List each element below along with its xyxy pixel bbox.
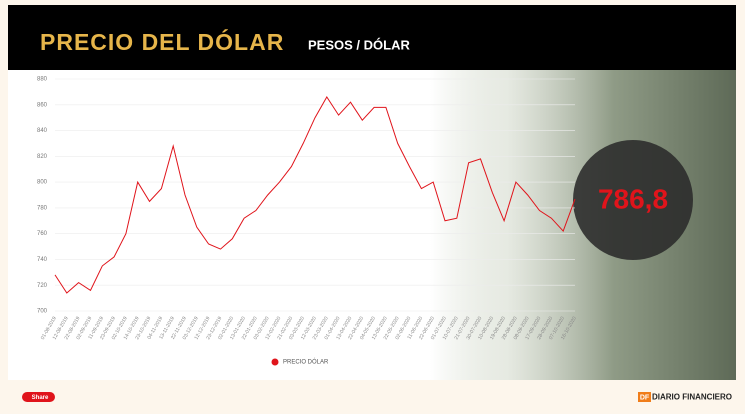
y-tick-label: 760: [37, 231, 48, 237]
line: [54, 96, 576, 294]
value-label: 786,8: [598, 183, 668, 214]
legend-label: PRECIO DÓLAR: [283, 359, 329, 366]
y-tick-label: 780: [37, 205, 48, 211]
brand-mark: DF: [640, 394, 650, 401]
y-tick-label: 700: [37, 309, 48, 315]
share-label[interactable]: Share: [32, 395, 49, 401]
brand-mark-box: [638, 392, 651, 402]
y-tick-label: 880: [37, 77, 48, 83]
y-tick-label: 840: [37, 128, 48, 134]
brand: DIARIO FINANCIERO: [652, 393, 732, 402]
y-tick-label: 860: [37, 102, 48, 108]
header-bar: [8, 5, 736, 70]
y-tick-label: 720: [37, 283, 48, 289]
y-tick-label: 820: [37, 154, 48, 160]
share-button[interactable]: [22, 392, 55, 402]
header-subtitle: PESOS / DÓLAR: [308, 37, 410, 52]
header-title: PRECIO DEL DÓLAR: [40, 28, 284, 55]
legend-marker: [271, 358, 279, 366]
y-tick-label: 800: [37, 180, 48, 186]
y-tick-label: 740: [37, 257, 48, 263]
value-circle: [573, 140, 693, 260]
